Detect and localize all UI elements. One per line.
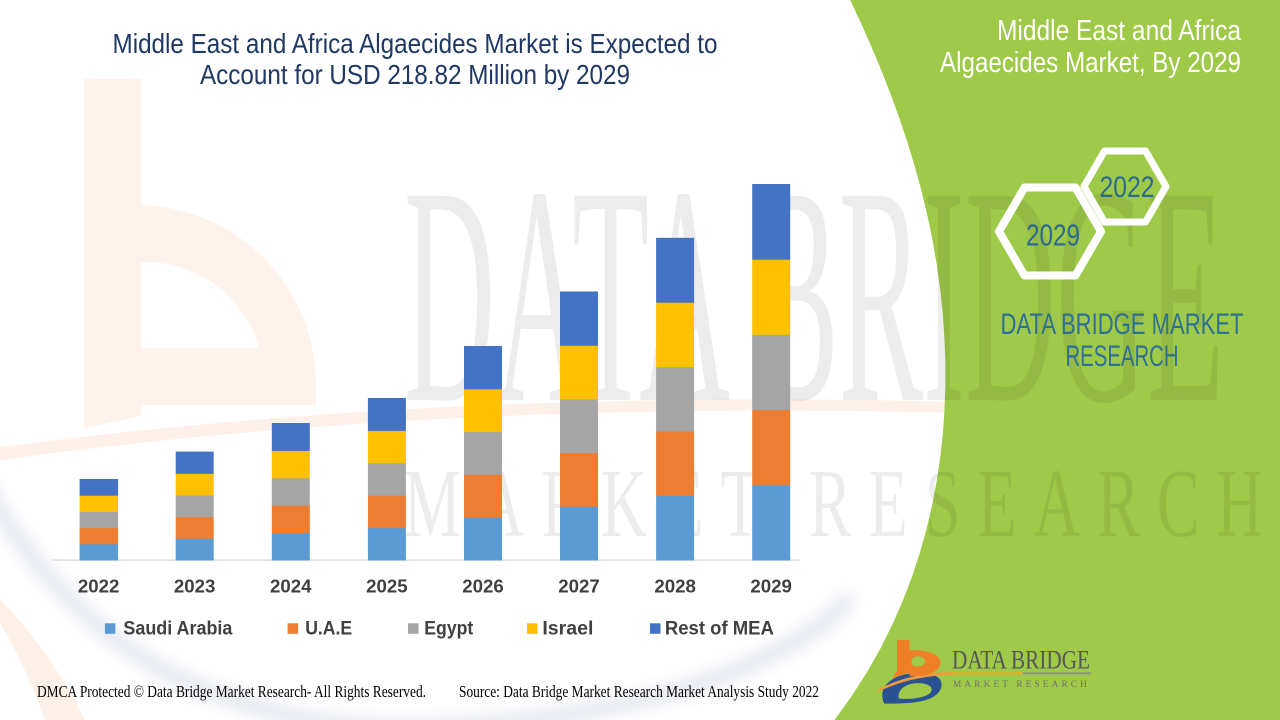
svg-text:Rest of MEA: Rest of MEA: [665, 618, 774, 640]
svg-text:Israel: Israel: [542, 618, 593, 640]
svg-text:RESEARCH: RESEARCH: [1066, 340, 1179, 373]
svg-text:2025: 2025: [366, 576, 408, 597]
svg-text:2029: 2029: [750, 576, 792, 597]
svg-text:DMCA Protected © Data Bridge M: DMCA Protected © Data Bridge Market Rese…: [37, 682, 426, 701]
svg-text:2029: 2029: [1026, 218, 1080, 253]
svg-text:Algaecides Market, By 2029: Algaecides Market, By 2029: [940, 47, 1241, 79]
svg-text:Saudi Arabia: Saudi Arabia: [123, 618, 232, 640]
svg-text:2022: 2022: [78, 576, 120, 597]
svg-text:2027: 2027: [558, 576, 600, 597]
svg-text:Middle East and Africa Algaeci: Middle East and Africa Algaecides Market…: [113, 28, 718, 59]
svg-text:Middle East and Africa: Middle East and Africa: [997, 15, 1242, 47]
svg-text:MARKET RESEARCH: MARKET RESEARCH: [953, 680, 1090, 690]
svg-text:2026: 2026: [462, 576, 504, 597]
svg-text:2022: 2022: [1100, 171, 1155, 204]
svg-text:DATA BRIDGE: DATA BRIDGE: [952, 646, 1090, 675]
svg-text:Source: Data Bridge Market Res: Source: Data Bridge Market Research Mark…: [459, 682, 819, 701]
svg-text:2024: 2024: [270, 576, 312, 597]
svg-text:2028: 2028: [654, 576, 696, 597]
svg-text:Egypt: Egypt: [424, 618, 473, 640]
svg-text:2023: 2023: [174, 576, 216, 597]
svg-text:U.A.E: U.A.E: [305, 618, 352, 640]
svg-text:DATA BRIDGE MARKET: DATA BRIDGE MARKET: [1001, 308, 1244, 341]
svg-text:Account for USD 218.82 Million: Account for USD 218.82 Million by 2029: [200, 59, 630, 90]
